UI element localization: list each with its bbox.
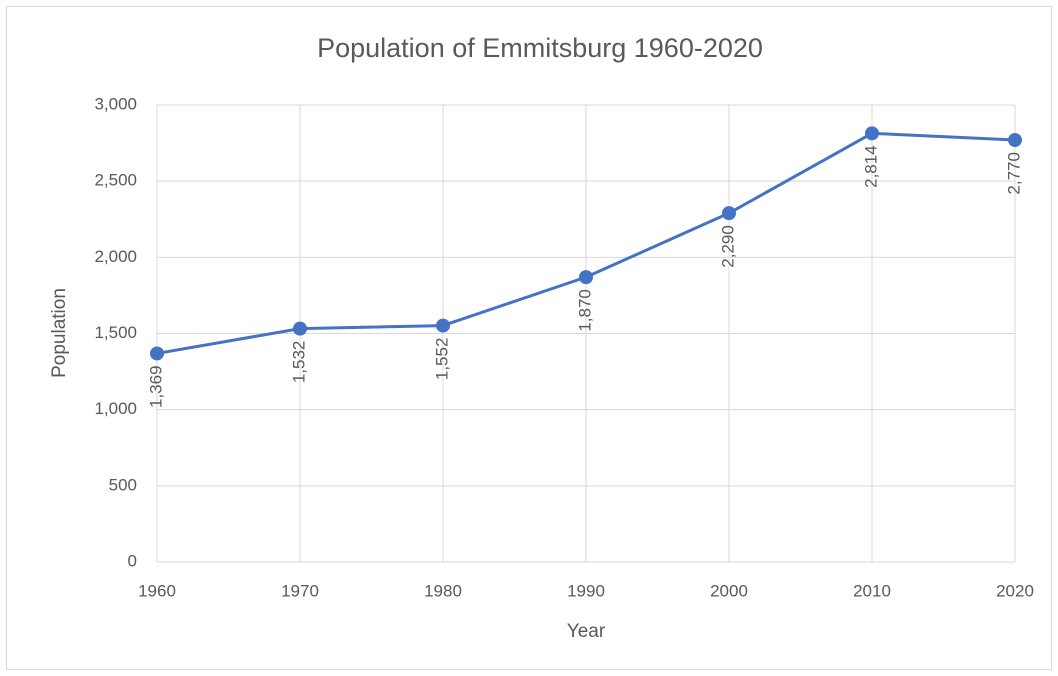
y-tick-label: 2,000 xyxy=(94,247,137,266)
data-point xyxy=(865,126,879,141)
data-label: 2,814 xyxy=(861,145,880,188)
data-point xyxy=(436,318,450,333)
chart-title: Population of Emmitsburg 1960-2020 xyxy=(317,33,763,63)
data-label: 1,870 xyxy=(575,289,594,332)
x-tick-label: 1970 xyxy=(281,581,319,600)
data-point xyxy=(293,321,307,336)
data-label: 1,532 xyxy=(289,341,308,384)
y-axis-label: Population xyxy=(49,288,70,378)
y-tick-label: 1,500 xyxy=(94,323,137,342)
x-tick-label: 1980 xyxy=(424,581,462,600)
data-label: 1,369 xyxy=(146,365,165,408)
x-tick-label: 2000 xyxy=(710,581,748,600)
x-tick-label: 2010 xyxy=(853,581,891,600)
data-point xyxy=(1008,133,1022,148)
data-point xyxy=(579,270,593,285)
x-axis-label: Year xyxy=(567,621,606,642)
y-tick-label: 2,500 xyxy=(94,171,137,190)
chart-border xyxy=(6,6,1052,670)
y-tick-label: 1,000 xyxy=(94,399,137,418)
y-tick-label: 0 xyxy=(128,551,137,570)
y-tick-label: 3,000 xyxy=(94,94,137,113)
data-label: 2,770 xyxy=(1004,152,1023,195)
data-point xyxy=(722,206,736,221)
x-tick-label: 1960 xyxy=(138,581,176,600)
y-tick-label: 500 xyxy=(109,475,137,494)
data-label: 2,290 xyxy=(718,225,737,268)
x-tick-label: 2020 xyxy=(996,581,1034,600)
x-tick-label: 1990 xyxy=(567,581,605,600)
data-point xyxy=(150,346,164,361)
data-label: 1,552 xyxy=(432,338,451,381)
